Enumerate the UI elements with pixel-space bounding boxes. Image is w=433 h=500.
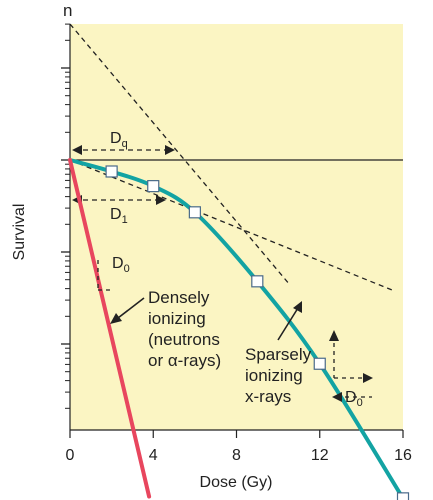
dense-label-line-2: ionizing xyxy=(148,309,206,328)
dq-annotation: Dq xyxy=(72,130,175,155)
svg-text:D1: D1 xyxy=(110,206,128,226)
plot-background xyxy=(70,24,403,430)
initial-slope-line xyxy=(69,159,393,291)
svg-text:Sparsely ionizing: Sparsely ionizing x-rays xyxy=(245,345,316,406)
x-axis-label: Dose (Gy) xyxy=(200,474,273,491)
y-axis-label: Survival xyxy=(11,204,28,261)
d1-sub: 1 xyxy=(122,214,128,226)
data-point-marker xyxy=(313,357,326,370)
dq-label: D xyxy=(110,130,122,147)
d0-sparse-annotation: D0 xyxy=(329,330,373,409)
svg-text:Dq: Dq xyxy=(110,130,128,150)
data-markers xyxy=(105,165,410,500)
svg-text:Densely ionizing (: Densely ionizing (neutrons or α-rays) xyxy=(148,288,225,370)
data-point-marker xyxy=(396,492,410,500)
shoulder-extrapolation-line xyxy=(69,23,291,286)
x-tick-label: 0 xyxy=(66,447,75,464)
d0-dense-label: D xyxy=(112,255,124,272)
data-point-marker xyxy=(251,275,264,288)
svg-text:D0: D0 xyxy=(345,389,363,409)
y-axis-ticks xyxy=(61,23,70,409)
x-tick-label: 4 xyxy=(149,447,158,464)
dense-label-line-4: or α-rays) xyxy=(148,351,221,370)
sparse-label-line-1: Sparsely xyxy=(245,345,312,364)
data-point-marker xyxy=(147,180,160,193)
dense-curve-label: Densely ionizing (neutrons or α-rays) xyxy=(110,288,225,370)
dense-ionizing-line xyxy=(68,158,152,499)
x-tick-label: 16 xyxy=(394,447,412,464)
d0-dense-annotation: D0 xyxy=(97,255,130,291)
d1-label: D xyxy=(110,206,122,223)
svg-text:D0: D0 xyxy=(112,255,130,275)
sparse-label-line-3: x-rays xyxy=(245,387,291,406)
data-point-marker xyxy=(105,165,118,178)
dense-label-line-3: (neutrons xyxy=(148,330,220,349)
extrapolation-number-label: n xyxy=(63,1,72,20)
x-axis-ticks: 0 4 8 12 16 xyxy=(66,430,412,464)
x-tick-label: 12 xyxy=(311,447,329,464)
x-tick-label: 8 xyxy=(232,447,241,464)
d0-sparse-sub: 0 xyxy=(357,397,363,409)
dq-sub: q xyxy=(122,138,128,150)
sparse-curve-label: Sparsely ionizing x-rays xyxy=(245,301,316,406)
dense-label-line-1: Densely xyxy=(148,288,210,307)
d0-dense-sub: 0 xyxy=(124,263,130,275)
data-point-marker xyxy=(188,206,201,219)
d0-sparse-label: D xyxy=(345,389,357,406)
sparse-label-line-2: ionizing xyxy=(245,366,303,385)
